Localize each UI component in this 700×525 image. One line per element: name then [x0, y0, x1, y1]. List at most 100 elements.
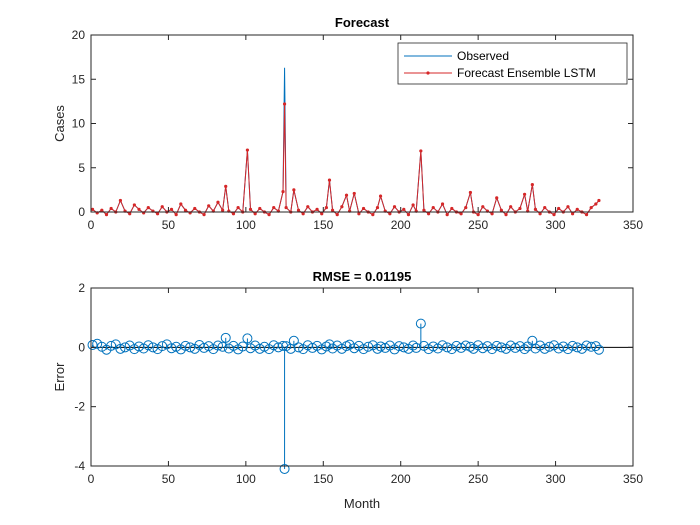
forecast-point — [422, 208, 426, 212]
x-tick-label: 0 — [88, 218, 95, 232]
forecast-point — [315, 207, 319, 211]
forecast-point — [292, 188, 296, 192]
forecast-point — [518, 206, 522, 211]
forecast-point — [146, 205, 150, 210]
forecast-point — [267, 213, 271, 217]
legend-forecast-marker — [426, 71, 430, 75]
forecast-point — [538, 212, 542, 216]
forecast-title: Forecast — [335, 15, 390, 30]
x-tick-label: 50 — [162, 218, 176, 232]
forecast-point — [499, 208, 503, 212]
x-tick-label: 350 — [623, 472, 643, 486]
forecast-legend: Observed Forecast Ensemble LSTM — [397, 42, 628, 85]
forecast-point — [245, 148, 250, 152]
forecast-point — [419, 149, 423, 153]
error-marker — [217, 341, 228, 352]
forecast-point — [174, 213, 178, 217]
legend-forecast-label: Forecast Ensemble LSTM — [457, 66, 596, 80]
forecast-point — [543, 205, 547, 210]
x-tick-label: 300 — [546, 218, 566, 232]
error-marker — [259, 341, 270, 352]
y-tick-label: -4 — [74, 459, 85, 473]
forecast-point — [352, 191, 356, 196]
forecast-point — [594, 202, 598, 206]
forecast-point — [523, 192, 527, 196]
error-title: RMSE = 0.01195 — [313, 269, 412, 284]
error-marker — [411, 342, 422, 353]
forecast-point — [481, 205, 485, 209]
error-marker — [408, 340, 419, 351]
forecast-point — [533, 207, 538, 211]
error-marker — [590, 341, 601, 352]
forecast-point — [504, 213, 508, 217]
error-marker — [491, 340, 502, 351]
x-tick-label: 100 — [236, 218, 256, 232]
forecast-point — [375, 205, 380, 210]
forecast-point — [104, 213, 109, 217]
forecast-subplot: 0 50 100 150 200 250 300 350 0 5 10 15 20 Forecast C… — [52, 15, 643, 232]
forecast-point — [440, 202, 445, 206]
forecast-point — [118, 198, 123, 203]
legend-observed-label: Observed — [457, 49, 509, 63]
forecast-point — [248, 207, 253, 211]
forecast-point — [557, 206, 561, 211]
forecast-point — [193, 206, 197, 211]
forecast-point — [445, 213, 449, 217]
legend-box — [397, 42, 628, 85]
forecast-point — [169, 207, 174, 211]
forecast-point — [431, 205, 435, 210]
forecast-point — [231, 212, 236, 216]
x-tick-label: 300 — [546, 472, 566, 486]
forecast-point — [392, 205, 397, 209]
y-tick-label: 5 — [78, 161, 85, 175]
x-tick-label: 100 — [236, 472, 256, 486]
forecast-point — [552, 213, 556, 217]
forecast-point — [340, 205, 344, 209]
forecast-point — [253, 212, 257, 216]
forecast-point — [207, 204, 211, 208]
forecast-point — [236, 205, 240, 210]
forecast-point — [90, 207, 95, 211]
forecast-point — [344, 193, 349, 197]
error-marker — [242, 333, 253, 344]
forecast-point — [530, 182, 534, 187]
forecast-point — [284, 205, 288, 210]
forecast-point — [459, 212, 463, 216]
forecast-point — [406, 213, 411, 217]
forecast-axes-box — [90, 34, 634, 213]
x-tick-label: 250 — [468, 218, 488, 232]
y-tick-label: 10 — [72, 117, 86, 131]
forecast-point — [216, 200, 220, 204]
y-tick-label: -2 — [74, 400, 85, 414]
y-tick-label: 0 — [78, 340, 85, 354]
error-marker — [143, 340, 154, 351]
error-marker — [307, 342, 318, 353]
forecast-point — [335, 213, 339, 217]
forecast-point — [450, 206, 454, 211]
forecast-point — [281, 190, 285, 194]
forecast-point — [132, 203, 136, 207]
forecast-point — [509, 205, 513, 209]
forecast-point — [179, 202, 183, 206]
forecast-point — [378, 194, 383, 198]
x-tick-label: 0 — [88, 472, 95, 486]
error-marker — [372, 343, 383, 354]
forecast-point — [100, 208, 104, 212]
forecast-point — [221, 208, 225, 212]
error-marker — [321, 341, 332, 352]
forecast-point — [411, 203, 415, 207]
forecast-y-axis-label: Cases — [52, 105, 67, 142]
forecast-point — [402, 207, 406, 211]
y-tick-label: 20 — [72, 28, 86, 42]
error-marker — [465, 341, 476, 352]
error-marker — [380, 342, 391, 353]
x-tick-label: 200 — [391, 472, 411, 486]
x-tick-label: 150 — [313, 472, 333, 486]
error-subplot: 0 50 100 150 200 250 300 350 -4 -2 0 2 RMSE = 0.011… — [52, 269, 643, 511]
forecast-point — [327, 178, 332, 182]
error-marker — [358, 344, 369, 355]
error-y-axis-label: Error — [52, 362, 67, 392]
forecast-point — [306, 205, 310, 209]
forecast-point — [320, 212, 324, 216]
